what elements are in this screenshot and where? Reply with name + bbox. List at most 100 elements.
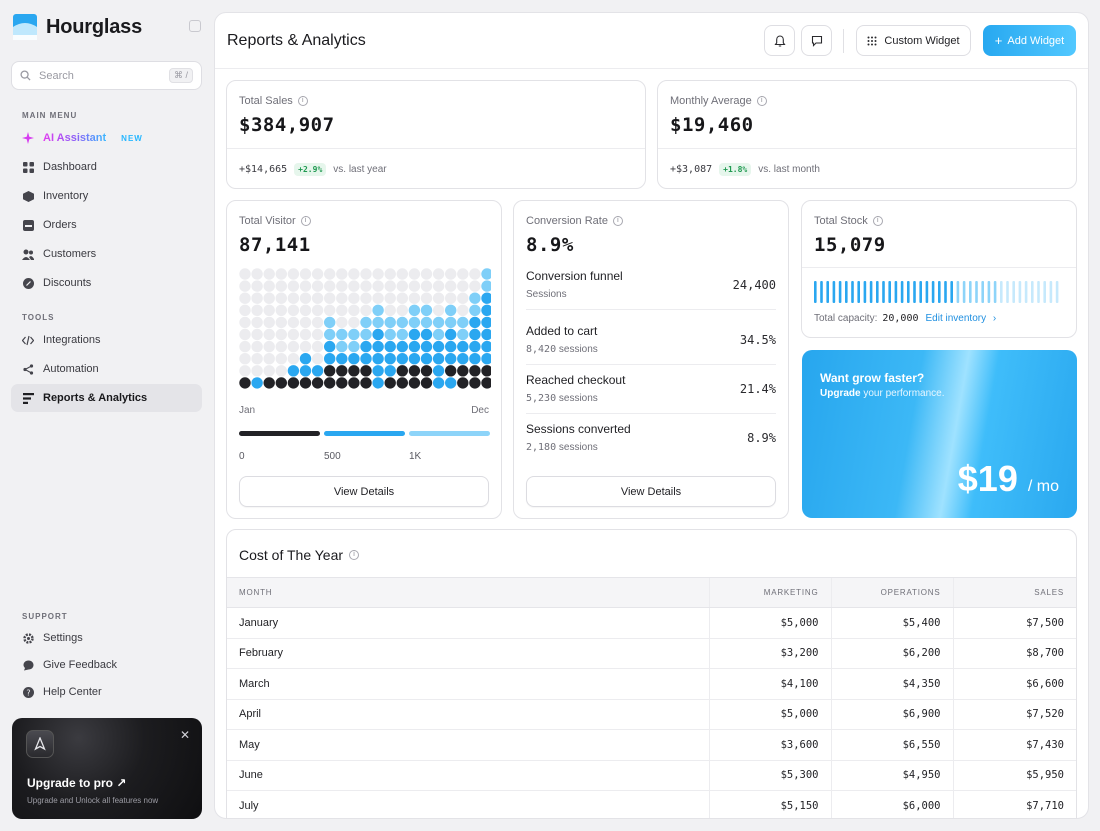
funnel-label: Reached checkout [526,373,626,387]
column-header[interactable]: MONTH [227,577,709,608]
sidebar-collapse-icon[interactable] [189,20,201,32]
amount-cell: $5,000 [708,607,831,639]
gear-icon [22,632,34,644]
total-visitor-card: Total Visitor i 87,141 Jan Dec 0 500 1K V… [226,200,502,519]
visitor-dot [457,377,469,389]
table-row[interactable]: January $5,000 $5,400 $7,500 [227,607,1076,639]
table-row[interactable]: July $5,150 $6,000 $7,710 [227,790,1076,818]
amount-cell: $6,200 [830,638,953,669]
stock-bar-segment [857,281,860,303]
visitor-dot [324,365,336,377]
sidebar-item-integrations[interactable]: Integrations [11,326,202,354]
visitor-dot [239,353,251,365]
visitor-dot [396,340,408,353]
column-header[interactable]: SALES [952,577,1076,608]
visitor-dot [336,316,348,329]
total-sales-value: $384,907 [239,114,335,136]
stock-bar-segment [876,281,879,303]
visitor-dot [360,280,372,292]
sidebar-item-customers[interactable]: Customers [11,240,202,268]
visitor-dot [251,292,263,304]
stock-bar-segment [1031,281,1034,303]
info-icon[interactable]: i [612,216,623,226]
sidebar-item-reports-analytics[interactable]: Reports & Analytics [11,384,202,412]
stock-bar-segment [1043,281,1046,303]
sidebar-item-label: AI Assistant [43,132,107,144]
column-header[interactable]: MARKETING [708,577,831,608]
box-icon [22,190,34,202]
visitor-dot [420,328,433,341]
visitor-dot [360,328,372,341]
brand[interactable]: Hourglass [12,13,142,41]
close-icon[interactable]: ✕ [179,728,190,742]
visitor-dot [348,316,360,329]
upgrade-title[interactable]: Upgrade to pro ↗ [27,776,127,790]
visitor-dot [275,328,287,341]
table-row[interactable]: February $3,200 $6,200 $8,700 [227,638,1076,669]
sidebar-item-discounts[interactable]: Discounts [11,269,202,297]
sidebar-item-give-feedback[interactable]: Give Feedback [11,651,202,679]
sidebar-item-ai-assistant[interactable]: AI Assistant NEW [11,124,202,152]
search-input[interactable]: Search ⌘ / [11,61,202,90]
visitor-dot [324,328,336,341]
visitor-view-details-button[interactable]: View Details [239,476,489,507]
visitor-dot [299,280,312,292]
messages-button[interactable] [801,25,832,56]
total-sales-delta: +$14,665 +2.9% vs. last year [239,163,387,176]
edit-inventory-link[interactable]: Edit inventory › [925,313,997,324]
visitor-dot [263,340,275,353]
sidebar-item-dashboard[interactable]: Dashboard [11,153,202,181]
amount-cell: $5,000 [708,699,831,730]
visitor-dot [299,328,312,341]
funnel-row: Reached checkout 5,230 sessions 21.4% [526,365,776,414]
stock-bar-segment [962,281,966,303]
visitor-dot [445,304,457,316]
visitor-dot [324,280,336,292]
header: Reports & Analytics Custom Widget + Add … [215,13,1088,69]
visitor-dot [408,280,421,292]
sidebar-item-help-center[interactable]: ? Help Center [11,678,202,706]
upgrade-promo-card[interactable]: ✕ Upgrade to pro ↗ Upgrade and Unlock al… [12,718,202,819]
rocket-icon [26,730,54,758]
info-icon[interactable]: i [872,216,883,226]
notifications-button[interactable] [764,25,795,56]
table-row[interactable]: March $4,100 $4,350 $6,600 [227,668,1076,700]
stock-bar-segment [1012,281,1015,303]
visitor-dot [372,328,384,341]
table-row[interactable]: April $5,000 $6,900 $7,520 [227,699,1076,730]
stock-bar-segment [894,281,898,303]
column-header[interactable]: OPERATIONS [830,577,953,608]
visitor-dot [445,280,457,292]
stock-bar-segment [863,281,867,303]
info-icon[interactable]: i [349,550,360,560]
custom-widget-button[interactable]: Custom Widget [856,25,971,56]
month-cell: May [227,729,709,761]
visitor-dot [432,328,445,341]
stock-bar-segment [931,281,935,303]
visitor-dot [251,328,263,341]
funnel-value: 34.5% [739,333,776,347]
sidebar-item-automation[interactable]: Automation [11,355,202,383]
table-row[interactable]: June $5,300 $4,950 $5,950 [227,760,1076,791]
visitor-dot [396,316,408,329]
visitor-dot [481,365,491,377]
sidebar-item-settings[interactable]: Settings [11,624,202,652]
info-icon[interactable]: i [756,96,767,106]
visitor-dot [287,340,300,353]
upgrade-price-card[interactable]: Want grow faster? Upgrade your performan… [802,350,1077,518]
sidebar-item-inventory[interactable]: Inventory [11,182,202,210]
info-icon[interactable]: i [300,216,311,226]
table-row[interactable]: May $3,600 $6,550 $7,430 [227,729,1076,761]
add-widget-button[interactable]: + Add Widget [983,25,1076,56]
visitor-dot [469,328,481,341]
conversion-view-details-button[interactable]: View Details [526,476,776,507]
visitor-dot [263,304,275,316]
card-divider [658,148,1076,149]
info-icon[interactable]: i [297,96,308,106]
visitor-dot [408,377,421,389]
sidebar-item-orders[interactable]: Orders [11,211,202,239]
card-divider [227,148,645,149]
add-widget-label: Add Widget [1007,34,1065,47]
funnel-row: Sessions converted 2,180 sessions 8.9% [526,414,776,463]
visitor-dot [420,377,433,389]
